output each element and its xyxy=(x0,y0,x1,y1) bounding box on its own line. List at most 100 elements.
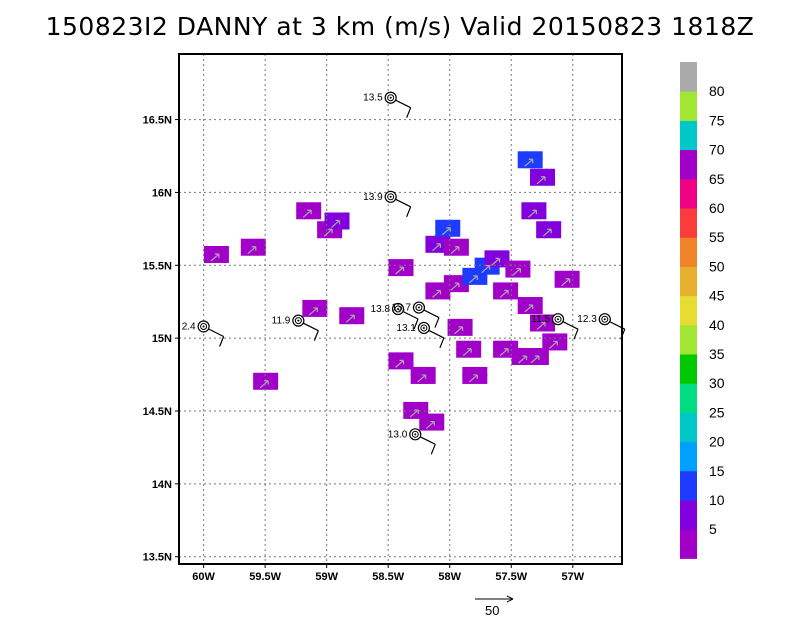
wind-cell xyxy=(478,275,488,285)
colorbar-label: 70 xyxy=(709,142,725,158)
wind-cell xyxy=(404,259,414,269)
station-inner-ring-icon xyxy=(294,317,302,325)
wind-arrow-icon xyxy=(499,289,509,298)
wind-cell xyxy=(463,326,473,336)
station-label: 13.7 xyxy=(391,303,411,314)
wind-cell xyxy=(501,290,511,300)
wind-cell xyxy=(302,299,312,309)
wind-arrow-icon xyxy=(331,219,341,228)
wind-cell xyxy=(546,176,556,186)
wind-cell xyxy=(521,202,531,212)
wind-cell xyxy=(269,372,279,382)
wind-cell xyxy=(501,340,511,350)
wind-cell xyxy=(312,210,322,220)
wind-cell xyxy=(455,326,465,336)
wind-cell xyxy=(552,221,562,231)
wind-cell xyxy=(455,318,465,328)
wind-cell xyxy=(219,254,229,263)
wind-cell xyxy=(302,307,312,317)
wind-cell xyxy=(425,290,435,300)
colorbar-swatch xyxy=(680,354,697,384)
wind-arrow-icon xyxy=(542,228,552,237)
stations-layer: 13.5 13.9 2.4 11.9 13.8 13.7 13.1 11.5 12.3 13.0 xyxy=(182,91,626,455)
wind-cell xyxy=(426,374,436,384)
lat-tick-label: 16.5N xyxy=(143,115,172,127)
wind-cell xyxy=(312,202,322,212)
wind-cell xyxy=(530,168,540,178)
wind-cell xyxy=(546,314,556,324)
colorbar-swatch xyxy=(680,91,697,121)
colorbar-label: 75 xyxy=(709,112,725,128)
station-center-dot-icon xyxy=(414,433,417,436)
wind-cell xyxy=(419,413,429,423)
wind-cell xyxy=(456,340,466,350)
station-center-dot-icon xyxy=(603,318,606,321)
wind-arrow-icon xyxy=(512,267,522,277)
wind-cell xyxy=(404,267,414,277)
colorbar-swatch xyxy=(680,266,697,297)
wind-cell xyxy=(542,341,552,351)
station-center-dot-icon xyxy=(557,318,560,321)
wind-arrow-icon xyxy=(524,304,534,313)
colorbar-swatch xyxy=(680,120,697,151)
station-marker: 2.4 xyxy=(182,320,225,347)
wind-cell xyxy=(459,283,469,293)
wind-barb-flag-icon xyxy=(439,337,445,349)
wind-cell xyxy=(531,356,541,365)
station-marker: 13.7 xyxy=(391,301,440,328)
station-inner-ring-icon xyxy=(394,305,402,313)
lat-tick-label: 15N xyxy=(152,333,172,345)
wind-arrow-icon xyxy=(432,243,442,252)
wind-cell xyxy=(443,283,453,293)
wind-cell xyxy=(419,421,429,431)
lon-tick-label: 60W xyxy=(192,571,215,583)
colorbar-swatch xyxy=(680,470,697,501)
colorbar-label: 30 xyxy=(709,375,725,391)
wind-cell xyxy=(447,318,457,328)
wind-cell xyxy=(538,314,548,324)
wind-cell xyxy=(435,219,445,229)
wind-arrow-icon xyxy=(536,176,546,185)
wind-cell xyxy=(317,229,327,239)
wind-cell xyxy=(310,307,320,317)
lon-tick-label: 57.5W xyxy=(495,571,527,583)
wind-arrow-icon xyxy=(468,374,478,383)
wind-cell xyxy=(513,260,523,270)
wind-field-layer xyxy=(203,151,580,431)
colorbar-swatch xyxy=(680,529,697,559)
wind-cell xyxy=(324,212,334,222)
lat-tick-label: 14.5N xyxy=(143,406,172,418)
wind-cell xyxy=(325,229,335,239)
wind-cell xyxy=(425,235,435,245)
wind-arrow-icon xyxy=(417,374,427,383)
wind-cell xyxy=(396,267,406,277)
wind-cell xyxy=(511,348,521,357)
wind-cell xyxy=(478,374,488,384)
wind-cell xyxy=(533,305,543,314)
wind-cell xyxy=(433,243,443,253)
wind-arrow-icon xyxy=(441,227,451,236)
wind-cell xyxy=(340,220,350,230)
wind-cell xyxy=(521,210,531,220)
wind-cell xyxy=(493,290,503,300)
wind-cell xyxy=(531,348,541,357)
wind-cell xyxy=(537,202,547,212)
station-label: 13.1 xyxy=(396,323,416,334)
station-marker: 13.5 xyxy=(363,91,412,118)
wind-cell xyxy=(462,366,472,376)
wind-arrow-icon xyxy=(210,253,220,262)
colorbar-label: 55 xyxy=(709,229,725,245)
colorbar: 5 10 15 20 25 30 35 40 45 50 55 60 65 70 75 80 xyxy=(680,62,725,559)
wind-cell xyxy=(492,258,502,268)
station-label: 13.9 xyxy=(363,192,383,203)
latitude-labels: 13.5N 14N 14.5N 15N 15.5N 16N 16.5N xyxy=(143,115,179,564)
wind-cell xyxy=(493,282,503,292)
colorbar-label: 35 xyxy=(709,346,725,362)
wind-cell xyxy=(462,267,472,277)
wind-cell xyxy=(536,229,546,239)
wind-arrow-icon xyxy=(450,282,460,291)
wind-cell xyxy=(511,356,521,365)
wind-arrow-icon xyxy=(450,246,460,255)
wind-cell xyxy=(456,348,466,358)
wind-cell xyxy=(451,283,461,293)
